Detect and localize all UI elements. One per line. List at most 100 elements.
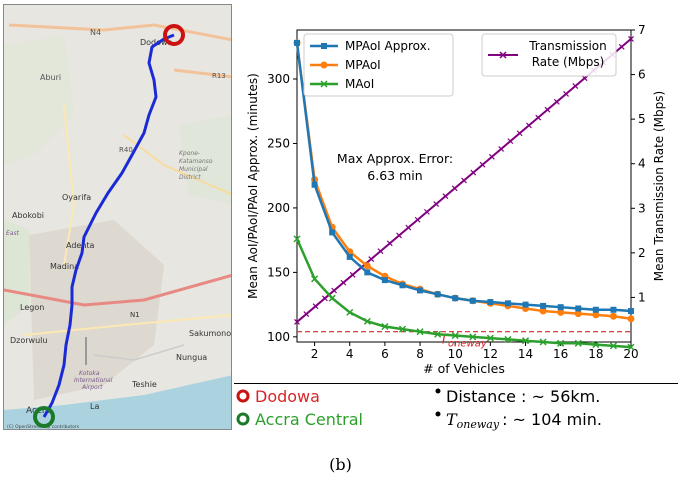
data-point [557,339,565,347]
data-point [592,341,600,349]
data-point [416,285,424,293]
transmission-rate-point [433,201,440,207]
data-point [346,308,354,316]
data-point [294,39,300,46]
map-label-airport: Airport [81,384,103,391]
data-point [328,294,336,302]
transmission-rate-point [498,146,505,152]
data-point [398,325,407,333]
map-label-kpone: Kpone- [179,150,200,157]
map-label-la: La [90,402,99,411]
transmission-rate-point [321,295,328,302]
data-point [328,223,336,231]
x-axis-label: # of Vehicles [423,361,505,376]
route-path [42,33,175,418]
transmission-rate-point [535,114,542,121]
plot-frame [296,29,632,343]
series-legend [303,33,454,97]
x-tick-label: 6 [381,347,389,361]
series-line-mpaoi [295,42,632,321]
data-point [522,304,530,312]
map-label-madina: Madina [50,262,79,271]
x-tick-label: 18 [588,347,603,361]
data-point [293,235,301,243]
transmission-rate-point [526,122,532,129]
x-tick-label: 4 [346,347,354,361]
map-label-r13: R13 [212,72,226,80]
data-point [575,305,582,312]
data-point [592,306,599,313]
origin-legend-icon [236,389,250,403]
transmission-rate-point [396,232,402,239]
data-point [539,338,547,346]
transmission-rate-point [303,311,310,318]
data-point [628,308,634,315]
data-point [329,229,336,236]
map-label-sakumono: Sakumono [189,329,231,338]
y-right-tick-label: 1 [638,290,646,304]
legend-marker [320,61,328,69]
y-right-tick-label: 6 [638,68,646,82]
data-point [346,248,354,256]
transmission-rate-point [377,248,384,255]
transmission-rate-point [414,216,421,223]
series-line-maoi [295,238,632,349]
y-tick-label: 150 [267,265,290,279]
data-point [627,343,635,351]
x-tick-label: 8 [416,347,424,361]
map-label-district: District [179,174,201,181]
map-label-kotoka: Kotoka [79,370,100,377]
destination-legend-icon [236,412,250,426]
destination-marker-icon[interactable] [33,406,55,428]
origin-label: Dodowa [255,387,320,406]
data-point [434,290,442,298]
data-point [627,315,635,323]
legend-label: MPAoI Approx. [345,39,431,53]
transmission-rate-point [628,35,634,42]
transmission-rate-point [294,319,300,325]
data-point [486,299,494,307]
y-tick-label: 200 [267,201,290,215]
data-point [381,277,388,284]
data-point [610,306,617,313]
data-point [469,333,477,341]
map-label-r40: R40 [119,146,133,154]
map-label-abokobi: Abokobi [12,211,44,220]
rate-legend-label-line-1: Transmission [528,39,607,53]
transmission-rate-point [442,193,449,200]
transmission-rate-point [609,51,616,58]
legend-label: MPAoI [345,58,381,72]
data-point [522,301,529,308]
transmission-rate-point [340,279,347,286]
destination-label: Accra Central [255,410,363,429]
data-point [557,308,565,316]
data-point [434,291,441,298]
y-axis-label: Mean AoI/PAoI/PAoI Approx. (minutes) [246,73,260,299]
legend-marker [320,80,328,88]
map-label-dzorwulu: Dzorwulu [10,336,47,345]
data-point [469,297,476,304]
data-point [416,328,424,336]
transmission-rate-point [423,208,430,215]
legend-marker [321,43,327,49]
data-point [487,299,494,306]
distance-text: Distance : ~ 56km. [446,387,600,406]
y-right-tick-label: 5 [638,112,646,126]
data-point [504,300,511,307]
data-point [469,297,477,305]
origin-marker-icon[interactable] [163,24,185,46]
bullet-icon [435,411,441,417]
map-label-east: East [6,230,20,237]
route-map[interactable]: N4 Dodowa Aburi R13 R40 Kpone- Katamanso… [3,4,232,430]
data-point [609,312,617,320]
transmission-rate-point [368,256,375,262]
data-point [311,181,318,188]
data-point [486,334,494,342]
data-point [311,176,319,184]
transmission-rate-line [296,38,632,323]
transmission-rate-point [312,303,319,310]
y-right-tick-label: 7 [638,23,646,37]
y-right-axis-label: Mean Transmission Rate (Mbps) [652,91,666,281]
data-point [451,294,459,302]
